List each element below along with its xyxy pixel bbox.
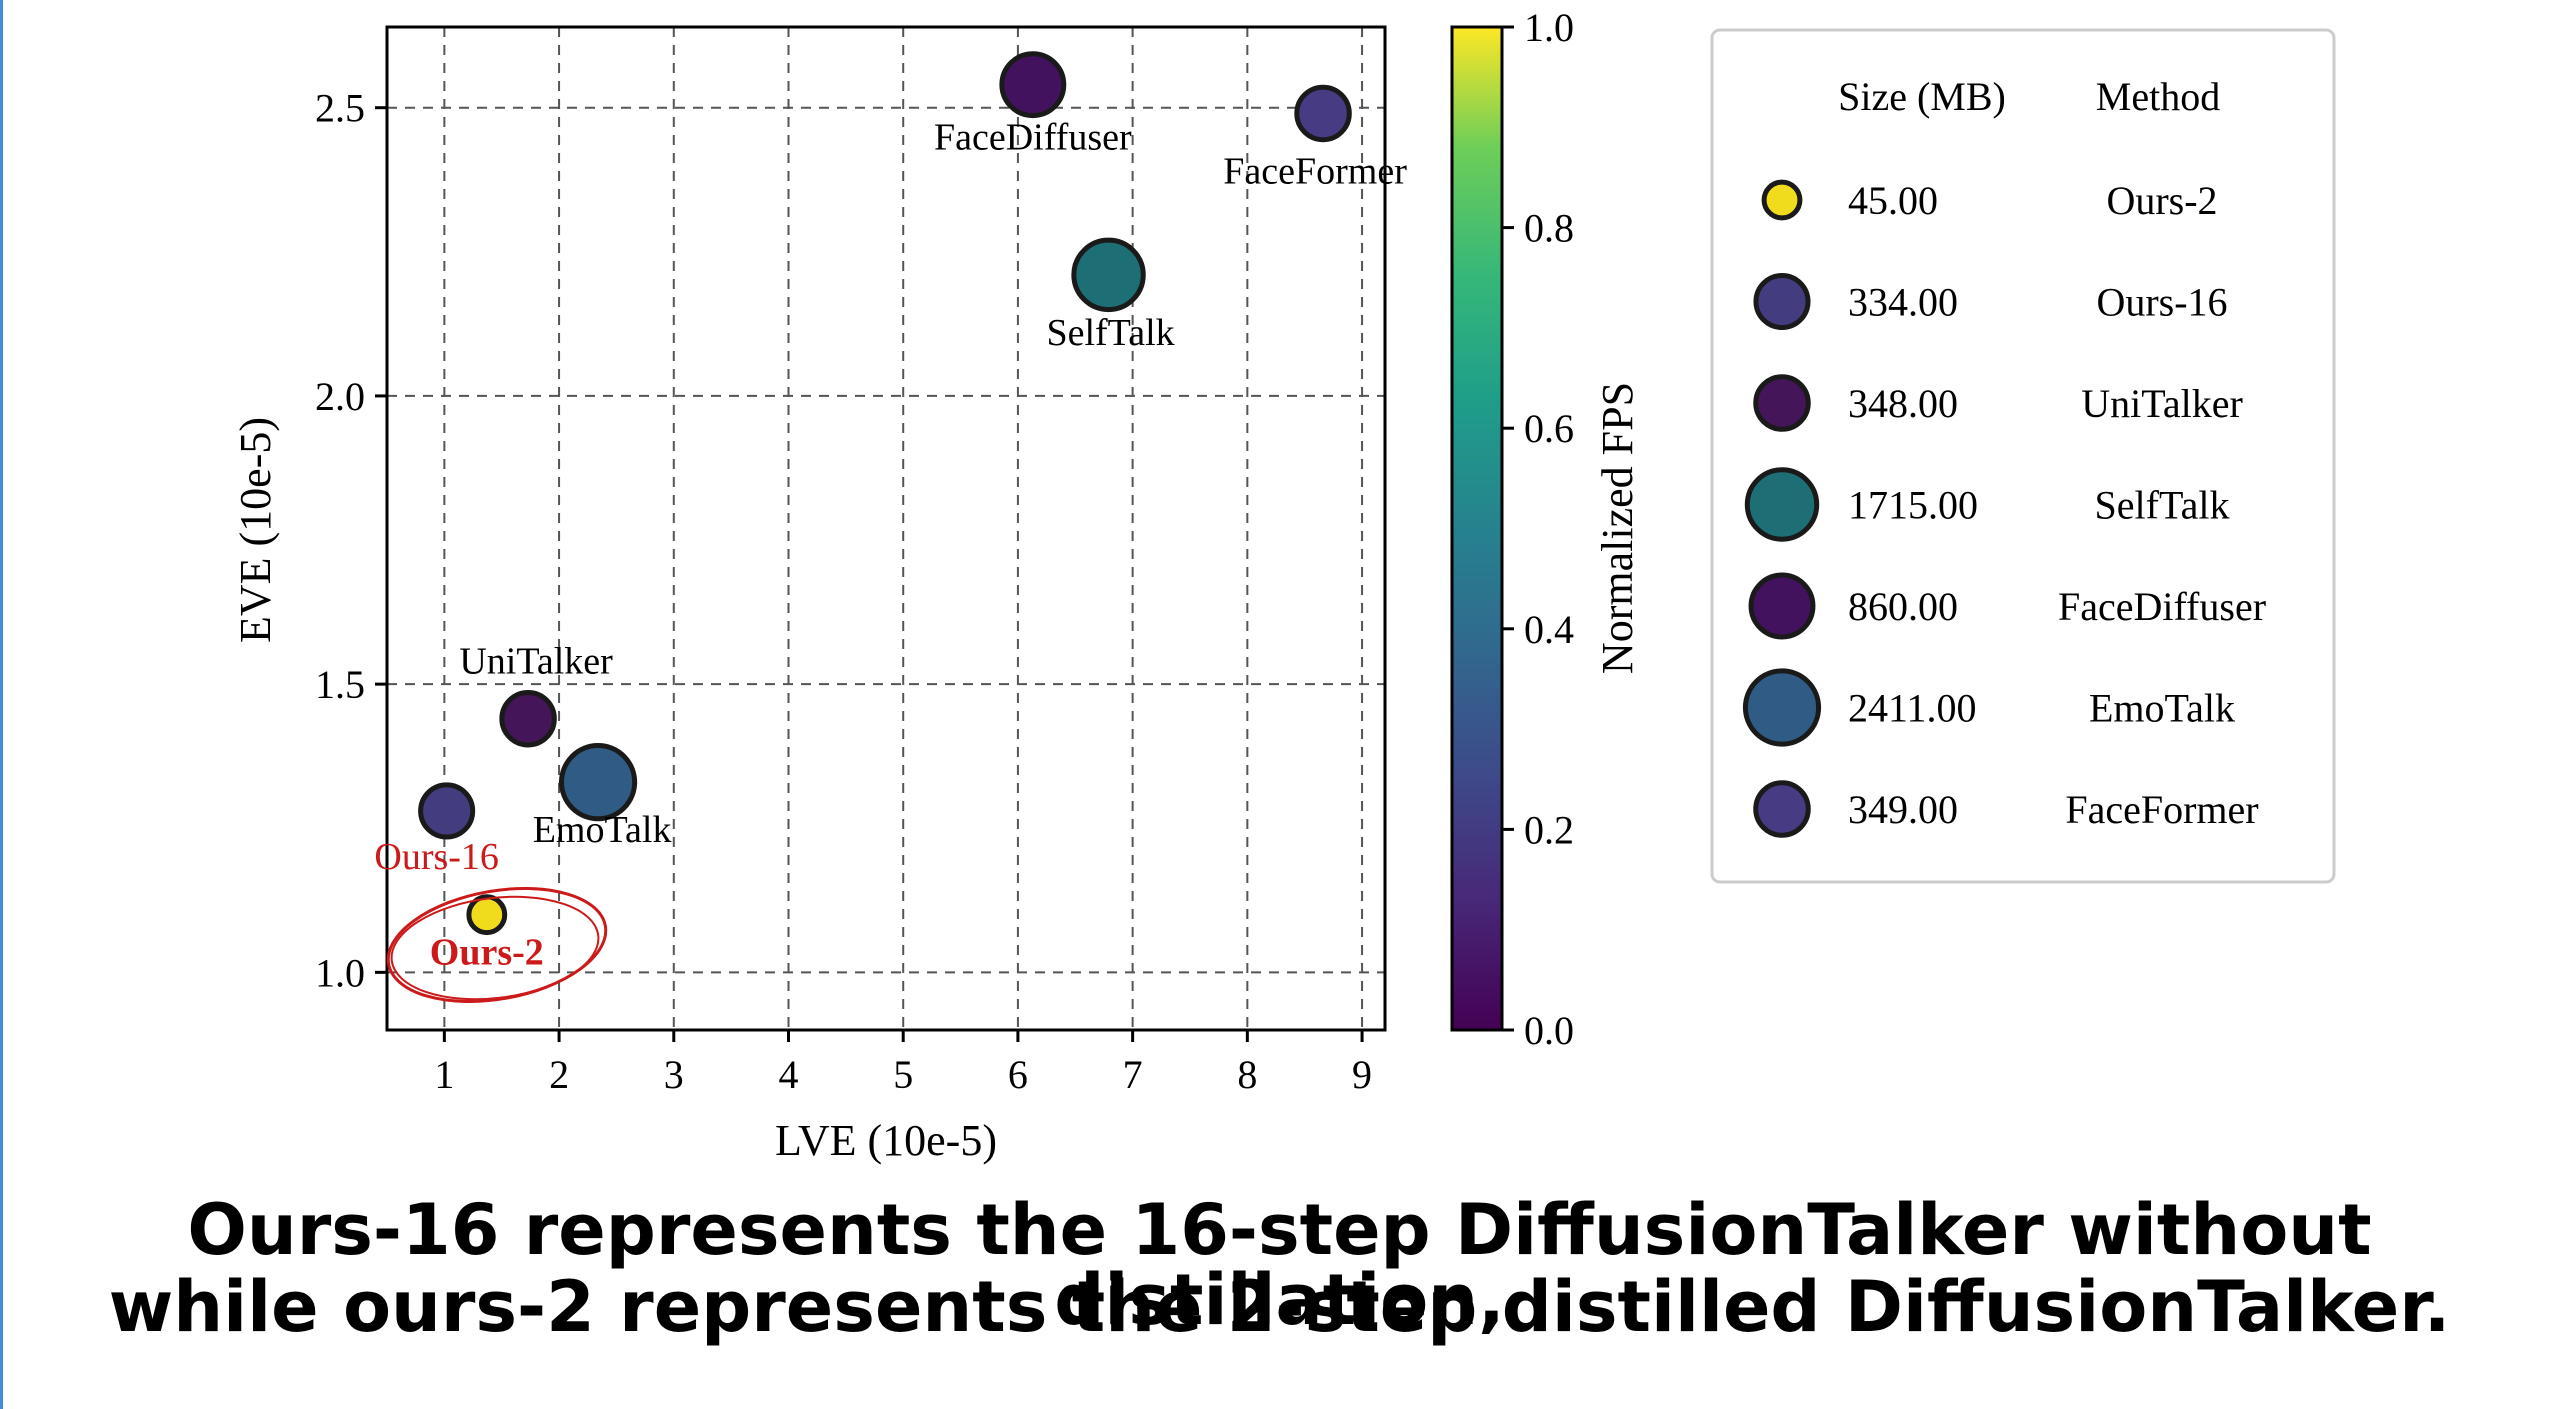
point-label-selftalk: SelfTalk <box>1046 312 1174 354</box>
plot-frame <box>385 25 1387 1032</box>
x-axis-label: LVE (10e-5) <box>775 1116 997 1165</box>
legend-marker <box>1753 272 1811 331</box>
caption-line-1: Ours-16 represents the 16-step Diffusion… <box>187 1189 2372 1341</box>
legend-size: 45.00 <box>1848 178 1938 223</box>
y-tick-label: 2.0 <box>315 374 365 419</box>
point-ours-2 <box>466 894 508 936</box>
legend-method: UniTalker <box>2081 381 2243 426</box>
y-tick-label: 2.5 <box>315 86 365 131</box>
legend-size: 348.00 <box>1848 381 1958 426</box>
point-selftalk <box>1071 237 1146 313</box>
highlight-ellipse-stroke <box>390 895 600 1001</box>
y-axis-ticks: 1.0 1.5 2.0 2.5 <box>315 86 387 995</box>
legend-marker <box>1742 668 1822 747</box>
highlight-ellipse <box>386 886 608 1004</box>
x-tick-label: 9 <box>1352 1052 1372 1097</box>
x-tick-label: 3 <box>664 1052 684 1097</box>
point-label-emotalk: EmoTalk <box>533 809 672 851</box>
legend-size: 860.00 <box>1848 584 1958 629</box>
x-tick-label: 8 <box>1237 1052 1257 1097</box>
colorbar-tick-label: 0.6 <box>1524 406 1574 451</box>
point-label-faceformer: FaceFormer <box>1223 150 1407 192</box>
legend-box <box>1710 28 2336 884</box>
point-unitalker <box>499 689 557 748</box>
legend-marker <box>1761 179 1803 221</box>
point-label-ours-16: Ours-16 <box>374 836 499 878</box>
point-ours-16 <box>418 782 476 840</box>
legend-method: Ours-16 <box>2096 280 2227 325</box>
legend-method: Ours-2 <box>2106 178 2217 223</box>
point-facediffuser <box>999 51 1067 119</box>
legend-marker <box>1744 467 1820 542</box>
x-tick-label: 1 <box>434 1052 454 1097</box>
legend-entries: 45.00 Ours-2 334.00 Ours-16 348.00 UniTalker 1… <box>1742 178 2266 838</box>
legend-size: 2411.00 <box>1848 686 1977 731</box>
left-border <box>0 0 3 1409</box>
x-axis-ticks: 1 2 3 4 5 6 7 8 9 <box>434 1030 1372 1097</box>
y-axis-label: EVE (10e-5) <box>231 417 280 643</box>
legend-method: FaceDiffuser <box>2058 584 2266 629</box>
x-tick-label: 5 <box>893 1052 913 1097</box>
data-points: Ours-2 Ours-16 UniTalker EmoTalk FaceDiffuse… <box>374 51 1407 974</box>
colorbar-tick-label: 1.0 <box>1524 5 1574 50</box>
colorbar <box>1450 25 1504 1032</box>
legend-marker <box>1748 572 1816 640</box>
legend-method-header: Method <box>2096 74 2220 119</box>
x-tick-label: 2 <box>549 1052 569 1097</box>
legend-method: FaceFormer <box>2065 787 2258 832</box>
x-tick-label: 6 <box>1008 1052 1028 1097</box>
y-tick-label: 1.5 <box>315 662 365 707</box>
point-label-unitalker: UniTalker <box>459 641 613 683</box>
x-tick-label: 7 <box>1123 1052 1143 1097</box>
legend-method: SelfTalk <box>2095 483 2230 528</box>
y-tick-label: 1.0 <box>315 950 365 995</box>
legend-marker <box>1753 780 1811 838</box>
colorbar-tick-label: 0.0 <box>1524 1008 1574 1053</box>
colorbar-tick-label: 0.4 <box>1524 607 1574 652</box>
colorbar-ticks: 0.0 0.2 0.4 0.6 0.8 1.0 <box>1502 5 1574 1053</box>
grid-lines <box>387 27 1385 1030</box>
colorbar-tick-label: 0.2 <box>1524 807 1574 852</box>
legend-method: EmoTalk <box>2089 686 2235 731</box>
caption-line-2: while ours-2 represents the 2-step disti… <box>108 1266 2451 1348</box>
legend-size: 349.00 <box>1848 787 1958 832</box>
point-label-facediffuser: FaceDiffuser <box>934 117 1132 159</box>
legend-size: 1715.00 <box>1848 483 1978 528</box>
point-emotalk <box>558 743 638 822</box>
legend-size: 334.00 <box>1848 280 1958 325</box>
colorbar-label: Normalized FPS <box>1593 382 1642 674</box>
x-tick-label: 4 <box>778 1052 798 1097</box>
point-faceformer <box>1294 84 1352 143</box>
point-label-ours-2: Ours-2 <box>430 932 544 974</box>
legend-marker <box>1753 374 1811 432</box>
colorbar-tick-label: 0.8 <box>1524 206 1574 251</box>
legend-size-header: Size (MB) <box>1838 74 2006 119</box>
